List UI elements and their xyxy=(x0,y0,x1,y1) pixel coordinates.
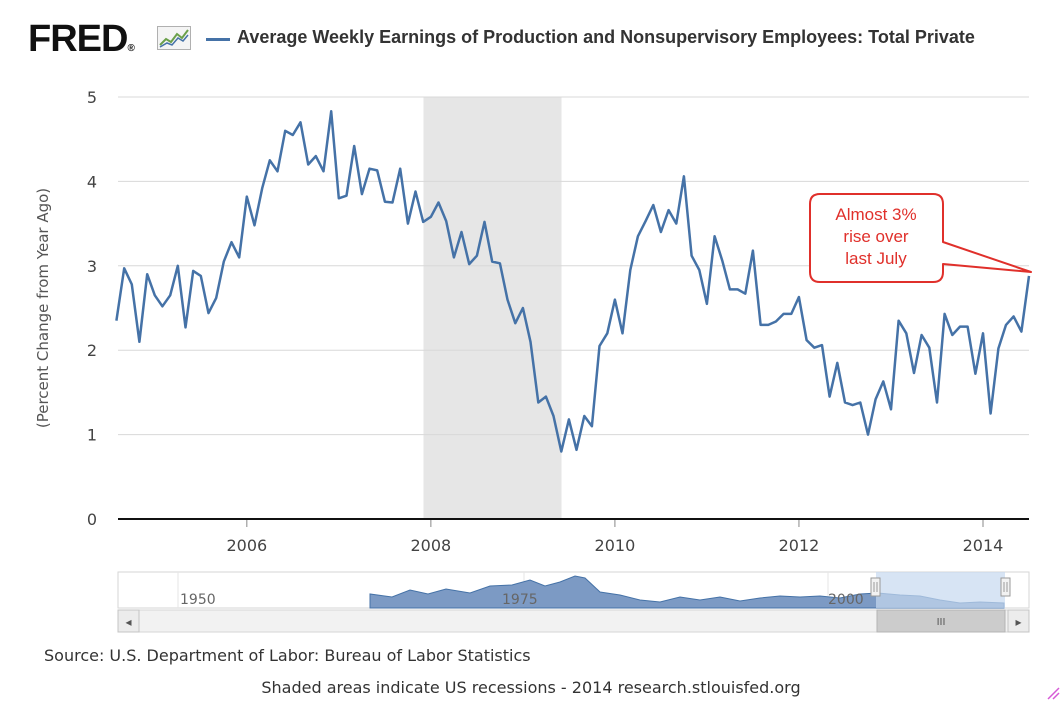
y-axis-label: (Percent Change from Year Ago) xyxy=(34,188,52,428)
y-tick-label: 1 xyxy=(87,426,97,445)
annotation-text: Almost 3% rise over last July xyxy=(810,204,942,270)
y-tick-label: 3 xyxy=(87,257,97,276)
navigator-label: 2000 xyxy=(828,592,864,608)
scrollbar-grip-icon: III xyxy=(937,617,946,628)
chart-header: FRED® Average Weekly Earnings of Product… xyxy=(0,0,1062,80)
x-tick-label: 2012 xyxy=(779,536,820,555)
legend-series-name[interactable]: Average Weekly Earnings of Production an… xyxy=(237,27,975,47)
navigator-label: 1950 xyxy=(180,592,216,608)
navigator-selection[interactable] xyxy=(876,572,1005,608)
plot-background xyxy=(118,97,1029,519)
annotation-callout xyxy=(809,193,1032,283)
resize-handle-icon[interactable] xyxy=(1046,686,1060,700)
fred-logo-mark: ® xyxy=(127,43,135,54)
navigator-handle-right[interactable] xyxy=(1000,577,1011,597)
fred-logo-text: FRED xyxy=(28,18,128,60)
logo-graph-icon xyxy=(157,26,191,50)
navigator[interactable]: 1950 1975 2000 xyxy=(117,571,1030,609)
navigator-label: 1975 xyxy=(502,592,538,608)
annotation-line: rise over xyxy=(843,227,909,246)
scroll-left-arrow-icon: ◂ xyxy=(125,615,131,629)
legend-series-swatch xyxy=(206,38,230,41)
x-tick-label: 2010 xyxy=(595,536,636,555)
source-text: Source: U.S. Department of Labor: Bureau… xyxy=(44,646,531,665)
annotation-line: Almost 3% xyxy=(835,205,917,224)
series-line[interactable] xyxy=(115,110,1031,453)
annotation-line: last July xyxy=(845,249,907,268)
scroll-right-arrow-icon: ▸ xyxy=(1015,615,1021,629)
recession-note[interactable]: Shaded areas indicate US recessions - 20… xyxy=(261,678,801,697)
y-tick-label: 4 xyxy=(87,172,97,191)
scrollbar[interactable]: ◂ III ▸ xyxy=(117,609,1030,633)
y-tick-label: 2 xyxy=(87,341,97,360)
scrollbar-thumb[interactable] xyxy=(876,609,1006,633)
x-tick-label: 2006 xyxy=(226,536,267,555)
scroll-left-button[interactable] xyxy=(117,609,140,633)
scroll-right-button[interactable] xyxy=(1007,609,1030,633)
x-tick-label: 2014 xyxy=(963,536,1004,555)
recession-band xyxy=(423,97,562,519)
y-tick-label: 5 xyxy=(87,88,97,107)
fred-logo[interactable]: FRED® xyxy=(28,18,135,61)
x-tick-label: 2008 xyxy=(411,536,452,555)
y-tick-label: 0 xyxy=(87,510,97,529)
navigator-handle-left[interactable] xyxy=(870,577,881,597)
